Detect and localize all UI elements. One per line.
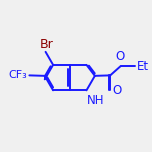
Text: NH: NH — [87, 94, 105, 107]
Text: Et: Et — [137, 60, 149, 73]
Text: CF₃: CF₃ — [9, 70, 28, 80]
Text: O: O — [116, 50, 125, 63]
Text: Br: Br — [39, 38, 53, 51]
Text: O: O — [112, 84, 122, 97]
